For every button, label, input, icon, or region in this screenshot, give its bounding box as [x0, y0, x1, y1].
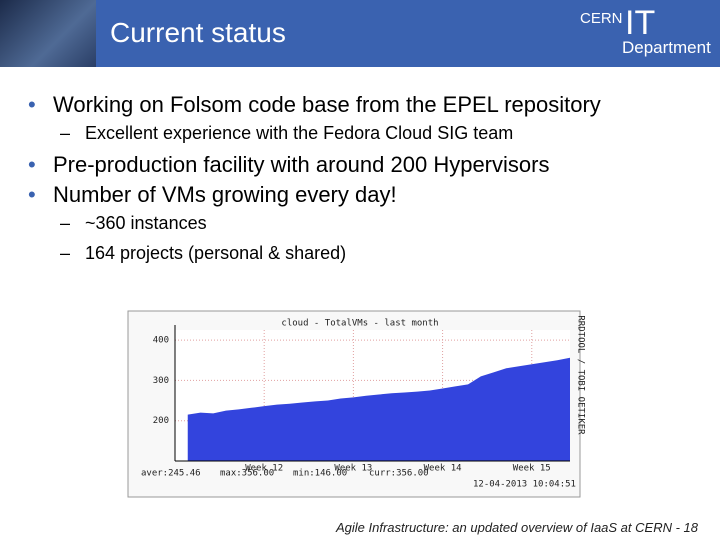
stat-label: curr:356.00: [369, 469, 429, 479]
y-tick-label: 300: [153, 376, 169, 386]
chart-title: cloud - TotalVMs - last month: [281, 319, 438, 329]
x-tick-label: Week 14: [424, 464, 462, 474]
stat-label: max:356.00: [220, 469, 274, 479]
sub-bullet: ~360 instances: [28, 208, 688, 238]
logo-text: Department: [622, 38, 711, 57]
slide-title: Current status: [110, 17, 286, 48]
x-tick-label: Week 12: [245, 464, 283, 474]
footer: Agile Infrastructure: an updated overvie…: [335, 520, 698, 535]
header-bar: [0, 0, 720, 67]
timestamp: 12-04-2013 10:04:51: [473, 480, 576, 490]
logo-text: CERN: [580, 10, 623, 27]
area: [187, 357, 570, 461]
header-photo: [0, 0, 96, 67]
x-tick-label: Week 15: [513, 464, 551, 474]
logo-text: IT: [625, 4, 656, 42]
sub-bullet: Excellent experience with the Fedora Clo…: [28, 118, 688, 148]
y-tick-label: 200: [153, 416, 169, 426]
y-tick-label: 400: [153, 336, 169, 346]
bullet: Pre-production facility with around 200 …: [28, 152, 688, 178]
stat-label: aver:245.46: [141, 469, 201, 479]
side-label: RRDTOOL / TOBI OETIKER: [576, 315, 586, 435]
x-tick-label: Week 13: [334, 464, 372, 474]
bullet-list: Working on Folsom code base from the EPE…: [28, 88, 688, 268]
bullet: Working on Folsom code base from the EPE…: [28, 92, 688, 118]
sub-bullet: 164 projects (personal & shared): [28, 238, 688, 268]
stat-label: min:146.00: [293, 469, 347, 479]
bullet: Number of VMs growing every day!: [28, 182, 688, 208]
